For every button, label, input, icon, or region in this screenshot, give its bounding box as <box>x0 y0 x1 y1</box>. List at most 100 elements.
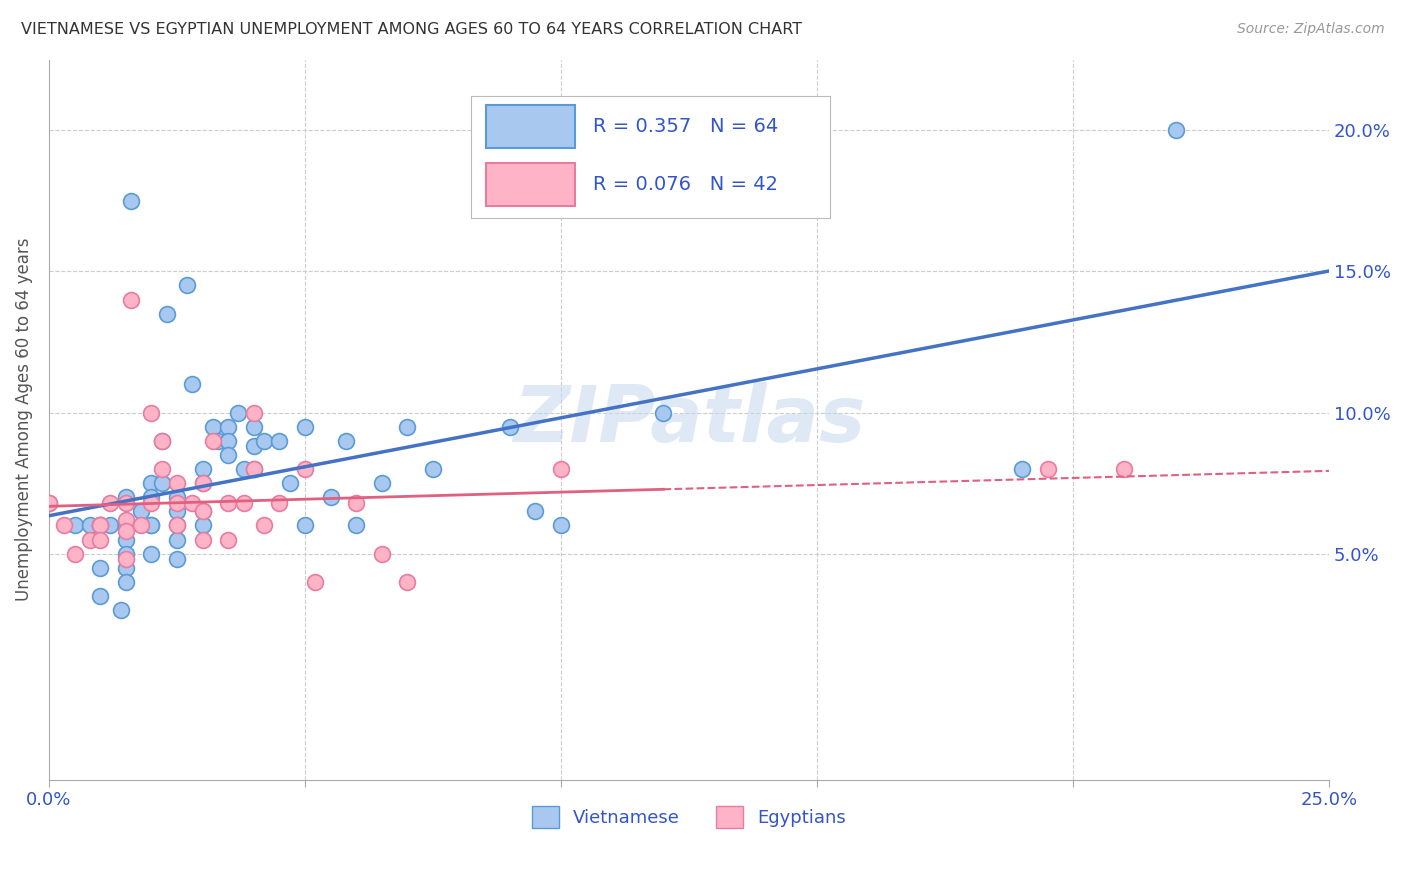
Point <box>114 547 136 561</box>
Point <box>371 476 394 491</box>
Point <box>1164 123 1187 137</box>
Point <box>652 405 675 419</box>
Text: Source: ZipAtlas.com: Source: ZipAtlas.com <box>1237 22 1385 37</box>
Point <box>422 462 444 476</box>
Point <box>114 552 136 566</box>
Point <box>166 518 188 533</box>
Point <box>344 518 367 533</box>
Point <box>524 504 547 518</box>
Point <box>63 547 86 561</box>
Point <box>243 439 266 453</box>
Point <box>166 518 188 533</box>
Point <box>294 419 316 434</box>
Point <box>217 533 239 547</box>
Point <box>217 434 239 448</box>
Point <box>150 476 173 491</box>
Point <box>304 574 326 589</box>
Point <box>166 504 188 518</box>
Point <box>53 518 76 533</box>
Point <box>191 476 214 491</box>
Point <box>344 496 367 510</box>
Point <box>243 405 266 419</box>
Point <box>79 518 101 533</box>
Point <box>114 561 136 575</box>
Point <box>201 419 224 434</box>
Point <box>114 574 136 589</box>
Point <box>89 518 111 533</box>
Point <box>166 476 188 491</box>
Point <box>150 434 173 448</box>
Point <box>243 462 266 476</box>
Point <box>371 547 394 561</box>
Point <box>114 490 136 504</box>
Point <box>294 462 316 476</box>
Point <box>129 518 152 533</box>
Point <box>243 462 266 476</box>
Point <box>89 533 111 547</box>
Point <box>141 496 163 510</box>
Point <box>1036 462 1059 476</box>
Point <box>100 496 122 510</box>
Point <box>79 533 101 547</box>
Point <box>166 496 188 510</box>
Point <box>38 496 60 510</box>
Text: ZIPatlas: ZIPatlas <box>513 382 865 458</box>
Point <box>228 405 250 419</box>
Point <box>1114 462 1136 476</box>
Point <box>110 603 132 617</box>
Point <box>141 547 163 561</box>
Point <box>150 434 173 448</box>
Point <box>114 533 136 547</box>
Point <box>191 462 214 476</box>
Point <box>191 518 214 533</box>
Point <box>141 476 163 491</box>
Point <box>191 504 214 518</box>
Point <box>156 307 179 321</box>
Point <box>207 434 229 448</box>
Point <box>294 518 316 533</box>
Point <box>253 434 276 448</box>
Point <box>243 419 266 434</box>
Point <box>550 462 572 476</box>
Point <box>396 574 419 589</box>
Point <box>1011 462 1033 476</box>
Point <box>166 490 188 504</box>
Point <box>141 518 163 533</box>
Point <box>550 518 572 533</box>
Point <box>100 518 122 533</box>
Point <box>176 278 198 293</box>
Point <box>269 496 291 510</box>
Point <box>278 476 301 491</box>
Point <box>499 419 522 434</box>
Point <box>120 293 142 307</box>
Point <box>114 513 136 527</box>
Point <box>141 518 163 533</box>
Point <box>89 518 111 533</box>
Point <box>166 533 188 547</box>
Point <box>114 518 136 533</box>
Legend: Vietnamese, Egyptians: Vietnamese, Egyptians <box>524 799 853 836</box>
Point <box>191 533 214 547</box>
Point <box>129 504 152 518</box>
Point <box>217 448 239 462</box>
Point <box>217 496 239 510</box>
Point <box>141 490 163 504</box>
Point <box>191 504 214 518</box>
Point <box>166 552 188 566</box>
Point <box>120 194 142 208</box>
Y-axis label: Unemployment Among Ages 60 to 64 years: Unemployment Among Ages 60 to 64 years <box>15 238 32 601</box>
Point <box>114 518 136 533</box>
Point <box>319 490 342 504</box>
Point <box>217 419 239 434</box>
Point <box>396 419 419 434</box>
Point <box>89 589 111 603</box>
Point <box>269 434 291 448</box>
Point <box>38 496 60 510</box>
Point <box>181 377 204 392</box>
Text: VIETNAMESE VS EGYPTIAN UNEMPLOYMENT AMONG AGES 60 TO 64 YEARS CORRELATION CHART: VIETNAMESE VS EGYPTIAN UNEMPLOYMENT AMON… <box>21 22 803 37</box>
Point <box>89 561 111 575</box>
Point <box>89 518 111 533</box>
Point <box>191 476 214 491</box>
Point <box>141 405 163 419</box>
Point <box>150 462 173 476</box>
